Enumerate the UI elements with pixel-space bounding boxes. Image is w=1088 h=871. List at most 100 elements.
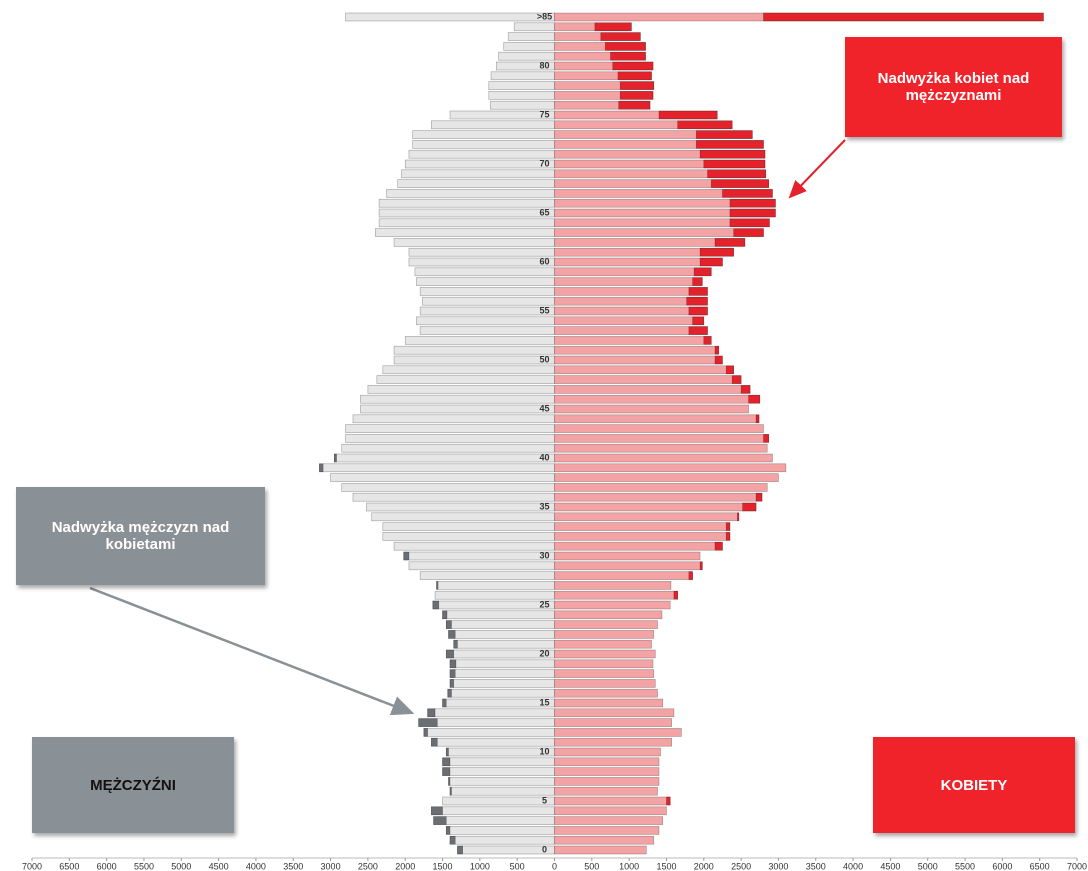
bar <box>403 551 555 561</box>
excess-bar <box>449 659 457 669</box>
bar <box>554 257 723 267</box>
annotation: Nadwyżka kobiet nad mężczyznami <box>845 37 1062 137</box>
bar <box>449 669 555 678</box>
x-tick-label: 6000 <box>992 861 1012 871</box>
excess-bar <box>733 228 764 237</box>
bar <box>554 120 733 130</box>
bar <box>554 453 773 463</box>
bar <box>432 600 555 610</box>
bar <box>345 434 555 443</box>
y-tick-label: 10 <box>539 746 549 756</box>
bar <box>490 100 555 110</box>
bar <box>554 620 658 629</box>
bar <box>554 502 757 512</box>
x-tick-label: 500 <box>584 861 599 871</box>
y-tick-label: 0 <box>542 844 547 854</box>
bar <box>408 149 555 159</box>
excess-bar <box>448 630 456 639</box>
y-tick-label: 75 <box>539 109 549 119</box>
bar <box>401 169 555 179</box>
bar <box>445 826 555 835</box>
bar <box>360 394 555 404</box>
bar <box>378 208 555 218</box>
excess-bar <box>707 169 767 179</box>
bar <box>498 51 555 61</box>
bar <box>554 355 723 365</box>
x-tick-label: 4500 <box>880 861 900 871</box>
x-tick-label: 4500 <box>209 861 229 871</box>
bar <box>554 551 701 561</box>
bar <box>352 492 555 502</box>
bar <box>554 777 660 786</box>
bar <box>513 22 555 32</box>
bar <box>554 434 770 443</box>
bar <box>554 786 658 796</box>
bar <box>554 767 660 776</box>
bar <box>449 835 555 845</box>
excess-bar <box>755 414 760 424</box>
excess-bar <box>729 198 776 208</box>
excess-bar <box>703 336 712 345</box>
excess-bar <box>692 316 705 326</box>
excess-bar <box>693 267 712 277</box>
excess-bar <box>431 737 438 747</box>
bar <box>431 120 555 130</box>
excess-bar <box>600 32 641 41</box>
bar <box>554 571 693 580</box>
excess-bar <box>658 110 718 120</box>
y-tick-label: 60 <box>539 256 549 266</box>
x-tick-label: 5500 <box>955 861 975 871</box>
bar <box>442 757 555 767</box>
excess-bar <box>449 835 456 845</box>
arrow <box>89 586 415 716</box>
bar <box>554 404 749 414</box>
excess-bar <box>423 728 428 737</box>
excess-bar <box>714 345 720 355</box>
bar <box>393 355 555 365</box>
legend-entry: MĘŻCZYŹNI <box>32 737 234 833</box>
bar <box>554 287 708 296</box>
bar <box>554 522 731 531</box>
excess-bar <box>449 669 456 678</box>
excess-bar <box>737 512 740 522</box>
bar <box>445 747 555 757</box>
excess-bar <box>445 747 449 757</box>
bar <box>382 365 555 375</box>
bar <box>448 777 555 786</box>
bar <box>360 404 555 414</box>
bar <box>554 385 751 394</box>
y-tick-label: 15 <box>539 697 549 707</box>
bar <box>554 757 660 767</box>
bar <box>554 267 712 277</box>
bar <box>554 541 723 551</box>
bar <box>418 718 555 727</box>
bar <box>554 600 671 610</box>
excess-bar <box>594 22 632 32</box>
bar <box>554 473 779 482</box>
excess-bar <box>688 306 708 316</box>
bar <box>554 610 663 620</box>
bar <box>419 287 555 296</box>
bar <box>554 728 682 737</box>
bar <box>507 32 555 41</box>
bar <box>490 71 555 81</box>
bar <box>448 630 555 639</box>
excess-bar <box>442 757 451 767</box>
bar <box>554 708 675 718</box>
excess-bar <box>418 718 438 727</box>
bar <box>366 502 555 512</box>
x-tick-label: 6500 <box>59 861 79 871</box>
bar <box>554 228 764 237</box>
excess-bar <box>763 434 770 443</box>
y-tick-label: 25 <box>539 599 549 609</box>
excess-bar <box>666 796 671 806</box>
excess-bar <box>710 179 770 188</box>
x-tick-label: 1000 <box>619 861 639 871</box>
y-tick-label: >85 <box>537 11 552 21</box>
excess-bar <box>677 120 733 130</box>
bar <box>447 688 555 698</box>
bar <box>431 806 555 816</box>
y-tick-label: 80 <box>539 60 549 70</box>
bar <box>554 483 768 492</box>
